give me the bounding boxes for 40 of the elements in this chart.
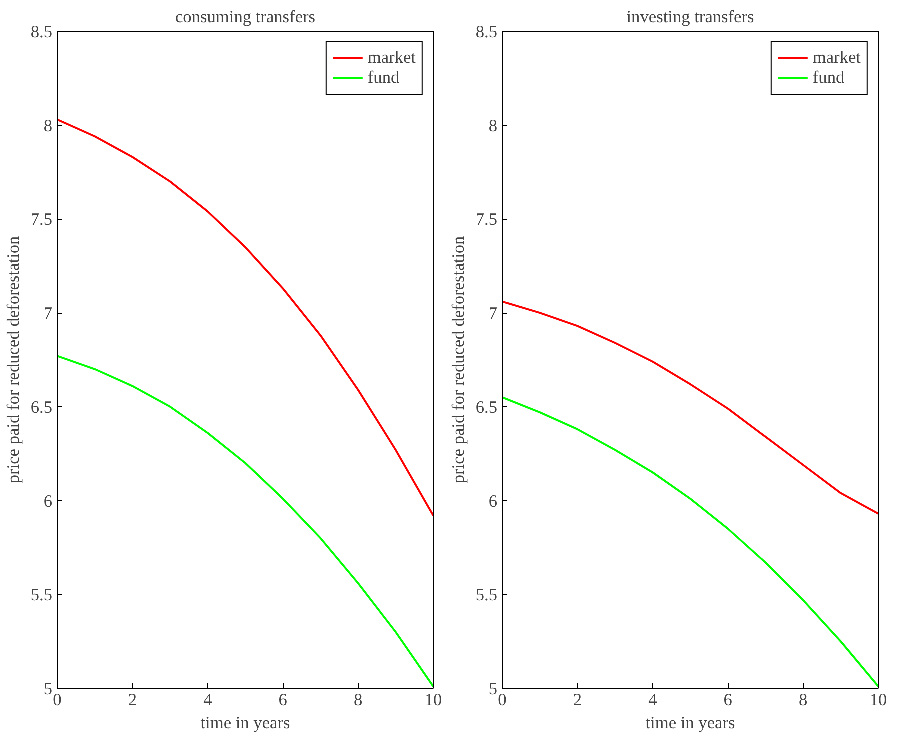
legend-label: market <box>812 48 861 68</box>
y-tick-label: 5 <box>44 680 53 698</box>
x-tick-label: 8 <box>354 690 363 710</box>
x-tick-label: 0 <box>53 690 62 710</box>
x-tick-label: 6 <box>278 690 288 710</box>
y-tick-label: 6.5 <box>30 398 53 417</box>
y-tick-label: 5.5 <box>476 586 498 605</box>
y-tick-label: 5 <box>488 680 498 698</box>
y-tick-label: 7.5 <box>476 210 498 230</box>
x-tick-label: 6 <box>724 690 733 710</box>
x-axis-title: time in years <box>200 714 291 732</box>
y-tick-label: 8.5 <box>30 22 53 42</box>
y-tick-label: 6.5 <box>476 398 498 417</box>
y-axis-title: price paid for reduced deforestation <box>448 236 468 484</box>
legend-label: market <box>368 48 416 68</box>
y-tick-label: 7 <box>488 304 498 324</box>
x-tick-label: 0 <box>498 690 507 710</box>
x-tick-label: 4 <box>204 690 213 710</box>
y-axis-title: price paid for reduced deforestation <box>4 236 23 484</box>
y-tick-label: 8 <box>44 116 53 136</box>
y-tick-label: 7 <box>44 304 53 324</box>
x-axis-title: time in years <box>646 714 736 732</box>
y-tick-label: 8.5 <box>476 22 498 42</box>
chart-title: consuming transfers <box>175 8 316 26</box>
x-tick-label: 10 <box>870 690 888 710</box>
y-tick-label: 8 <box>488 116 498 136</box>
chart-title: investing transfers <box>626 8 755 26</box>
x-tick-label: 2 <box>128 690 138 710</box>
y-tick-label: 6 <box>488 492 498 511</box>
x-tick-label: 10 <box>424 690 442 710</box>
x-tick-label: 8 <box>798 690 808 710</box>
line-series <box>502 300 878 515</box>
legend-label: fund <box>368 68 400 88</box>
y-tick-label: 7.5 <box>30 210 53 230</box>
y-tick-label: 5.5 <box>30 586 53 605</box>
line-series <box>58 118 434 517</box>
x-tick-label: 2 <box>573 690 582 710</box>
legend-label: fund <box>812 68 845 88</box>
x-tick-label: 4 <box>648 690 658 710</box>
y-tick-label: 6 <box>44 492 53 511</box>
